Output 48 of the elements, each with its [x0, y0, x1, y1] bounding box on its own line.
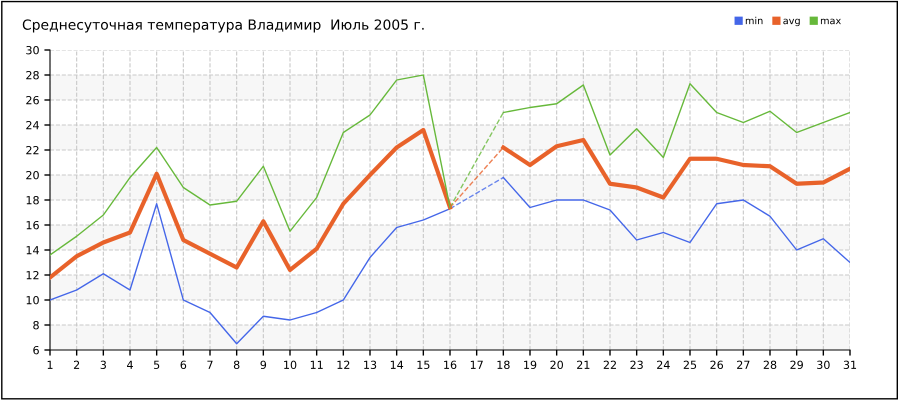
- x-tick-label: 28: [764, 360, 776, 370]
- x-tick-label: 18: [497, 360, 510, 370]
- y-tick-label: 26: [26, 96, 39, 104]
- x-tick-label: 12: [337, 360, 350, 369]
- x-tick-label: 1: [48, 360, 53, 369]
- x-tick-label: 31: [844, 360, 856, 370]
- y-tick-label: 30: [26, 46, 39, 54]
- x-tick-label: 11: [310, 360, 323, 369]
- x-tick-label: 25: [684, 360, 696, 370]
- legend-label: max: [820, 18, 841, 24]
- legend-label: min: [746, 16, 762, 24]
- y-tick-label: 10: [26, 296, 39, 304]
- x-tick-label: 24: [657, 360, 670, 369]
- x-tick-label: 30: [817, 360, 830, 370]
- y-tick-label: 22: [26, 146, 38, 154]
- x-tick-label: 10: [284, 360, 296, 370]
- x-tick-label: 20: [550, 360, 563, 370]
- y-tick-label: 6: [33, 346, 39, 354]
- x-tick-label: 5: [154, 360, 160, 370]
- y-tick-label: 8: [33, 320, 39, 330]
- x-tick-label: 29: [790, 360, 803, 370]
- x-tick-label: 19: [524, 360, 536, 370]
- y-tick-label: 16: [26, 220, 39, 230]
- legend-label: avg: [783, 18, 800, 26]
- x-tick-label: 7: [207, 360, 213, 369]
- x-tick-label: 16: [444, 360, 456, 370]
- x-tick-label: 23: [630, 360, 643, 370]
- x-tick-label: 14: [390, 360, 404, 369]
- x-tick-label: 13: [364, 360, 376, 370]
- x-tick-label: 8: [234, 360, 240, 370]
- chart-title: Среднесуточная температура Владимир Июль 2005 г.: [22, 19, 424, 33]
- x-tick-label: 27: [737, 360, 750, 369]
- y-tick-label: 28: [26, 70, 39, 80]
- x-tick-label: 22: [604, 360, 616, 369]
- x-tick-label: 2: [74, 360, 80, 369]
- y-tick-label: 12: [26, 270, 38, 280]
- y-tick-label: 14: [26, 246, 39, 254]
- y-tick-label: 18: [26, 196, 39, 204]
- x-tick-label: 4: [127, 360, 133, 369]
- x-tick-label: 9: [260, 360, 266, 370]
- y-tick-label: 20: [26, 170, 39, 180]
- y-tick-label: 24: [26, 120, 39, 130]
- x-tick-label: 6: [180, 360, 186, 370]
- x-tick-label: 17: [470, 360, 483, 369]
- x-tick-label: 3: [100, 360, 106, 370]
- x-tick-label: 15: [417, 360, 430, 370]
- x-tick-label: 21: [577, 360, 590, 369]
- x-tick-label: 26: [710, 360, 724, 370]
